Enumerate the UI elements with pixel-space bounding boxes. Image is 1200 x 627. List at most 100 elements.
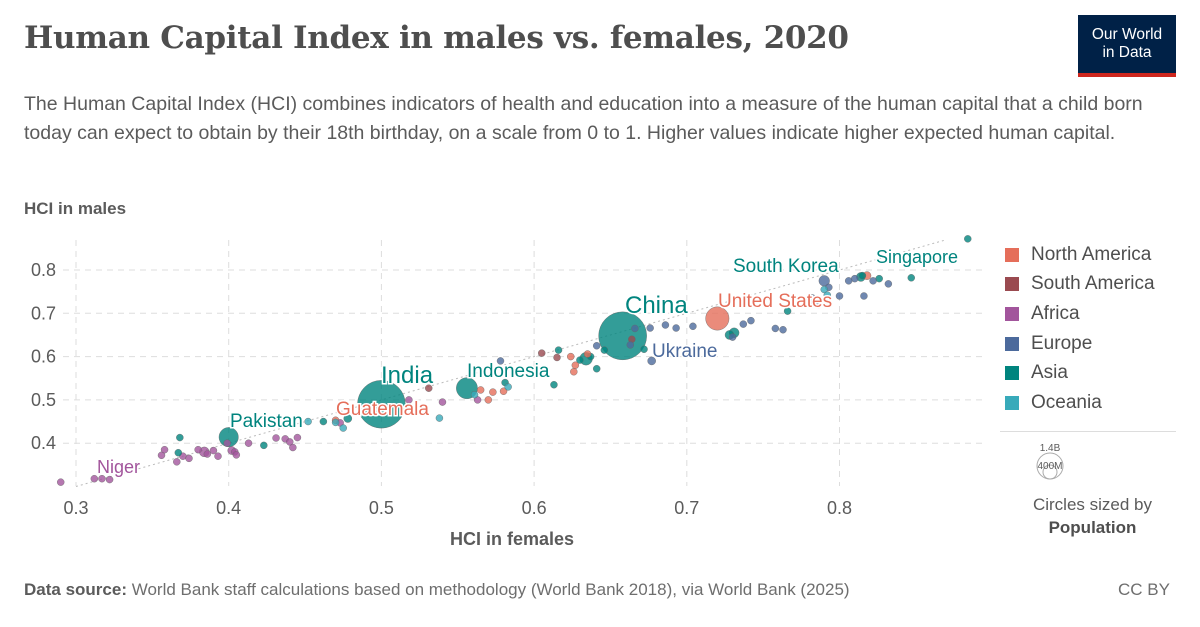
- data-point[interactable]: [185, 454, 193, 463]
- data-point[interactable]: [286, 438, 294, 446]
- y-tick-label: 0.4: [31, 433, 56, 453]
- data-point[interactable]: [626, 341, 635, 349]
- data-point[interactable]: [289, 443, 297, 452]
- data-point-niger[interactable]: [173, 458, 181, 466]
- data-point[interactable]: [496, 357, 505, 365]
- data-point[interactable]: [272, 434, 280, 442]
- data-point[interactable]: [203, 450, 212, 458]
- data-point-india[interactable]: [357, 380, 406, 429]
- data-point[interactable]: [223, 439, 231, 447]
- legend-label: Oceania: [1031, 391, 1102, 413]
- data-point[interactable]: [176, 433, 184, 442]
- data-point[interactable]: [884, 280, 893, 288]
- data-point[interactable]: [232, 451, 241, 459]
- data-point-united-states[interactable]: [705, 306, 730, 331]
- data-point[interactable]: [779, 326, 787, 334]
- data-point[interactable]: [783, 307, 792, 315]
- data-point[interactable]: [593, 365, 601, 373]
- data-point-singapore[interactable]: [964, 235, 972, 243]
- data-point[interactable]: [98, 475, 106, 483]
- data-point[interactable]: [553, 353, 561, 362]
- region-legend: North America South America Africa Europ…: [1005, 240, 1155, 418]
- data-point[interactable]: [806, 294, 818, 305]
- data-point[interactable]: [293, 433, 302, 442]
- data-point[interactable]: [814, 300, 822, 309]
- data-point[interactable]: [304, 417, 312, 426]
- data-point[interactable]: [209, 446, 218, 455]
- data-point[interactable]: [820, 285, 828, 294]
- data-point-ukraine[interactable]: [647, 356, 656, 366]
- size-legend-big-label: 1.4B: [1040, 443, 1061, 454]
- owid-logo[interactable]: Our World in Data: [1078, 15, 1176, 77]
- data-point[interactable]: [499, 387, 508, 395]
- data-point[interactable]: [214, 452, 222, 460]
- data-point[interactable]: [484, 396, 492, 404]
- legend-swatch: [1005, 366, 1019, 381]
- data-point[interactable]: [567, 352, 575, 361]
- legend-item-asia[interactable]: Asia: [1005, 358, 1155, 388]
- legend-item-south-america[interactable]: South America: [1005, 270, 1155, 300]
- data-point[interactable]: [646, 324, 654, 332]
- data-point[interactable]: [907, 274, 915, 282]
- data-point[interactable]: [105, 475, 114, 484]
- data-point[interactable]: [593, 342, 601, 350]
- footer-source: Data source: World Bank staff calculatio…: [24, 580, 850, 600]
- data-point[interactable]: [747, 316, 755, 325]
- data-point[interactable]: [570, 368, 578, 376]
- country-label: South Korea: [733, 256, 839, 277]
- data-point[interactable]: [844, 277, 853, 285]
- data-point[interactable]: [672, 324, 680, 332]
- data-point[interactable]: [823, 291, 831, 299]
- license-link[interactable]: CC BY: [1118, 580, 1170, 599]
- data-point[interactable]: [194, 445, 202, 454]
- legend-item-oceania[interactable]: Oceania: [1005, 388, 1155, 418]
- chart-title: Human Capital Index in males vs. females…: [24, 20, 849, 56]
- data-point[interactable]: [576, 356, 584, 364]
- data-point[interactable]: [689, 322, 697, 330]
- legend-item-africa[interactable]: Africa: [1005, 299, 1155, 329]
- data-point[interactable]: [728, 333, 737, 341]
- data-point-china[interactable]: [598, 311, 647, 361]
- data-point[interactable]: [438, 398, 447, 406]
- size-legend-note: Circles sized by Population: [1010, 493, 1175, 539]
- data-point[interactable]: [538, 349, 546, 357]
- y-tick-label: 0.6: [31, 347, 56, 367]
- data-point[interactable]: [339, 424, 347, 432]
- legend-item-europe[interactable]: Europe: [1005, 329, 1155, 359]
- data-point[interactable]: [90, 475, 99, 483]
- data-point[interactable]: [860, 292, 868, 300]
- data-point[interactable]: [260, 441, 268, 450]
- data-point[interactable]: [600, 346, 609, 354]
- data-point[interactable]: [489, 388, 497, 396]
- data-point[interactable]: [57, 478, 65, 486]
- data-point[interactable]: [504, 383, 512, 391]
- source-text: World Bank staff calculations based on m…: [131, 580, 850, 599]
- data-point[interactable]: [160, 445, 169, 454]
- data-point[interactable]: [869, 277, 877, 285]
- data-point[interactable]: [771, 324, 780, 333]
- data-point[interactable]: [835, 292, 844, 300]
- data-point[interactable]: [661, 321, 670, 329]
- data-point[interactable]: [631, 324, 639, 333]
- data-point[interactable]: [405, 396, 413, 404]
- data-point[interactable]: [476, 386, 485, 394]
- data-point[interactable]: [425, 384, 433, 392]
- data-point[interactable]: [157, 451, 166, 460]
- data-point[interactable]: [319, 417, 328, 426]
- data-point[interactable]: [640, 345, 648, 353]
- data-point[interactable]: [244, 439, 253, 447]
- data-point[interactable]: [470, 391, 479, 399]
- size-variable: Population: [1048, 518, 1137, 537]
- chart-subtitle: The Human Capital Index (HCI) combines i…: [24, 93, 1143, 144]
- data-point[interactable]: [739, 320, 747, 328]
- data-point[interactable]: [343, 414, 353, 423]
- data-point[interactable]: [174, 449, 183, 457]
- data-point[interactable]: [435, 414, 444, 422]
- data-point[interactable]: [550, 381, 558, 389]
- data-point[interactable]: [583, 350, 592, 358]
- legend-item-north-america[interactable]: North America: [1005, 240, 1155, 270]
- data-point[interactable]: [331, 418, 340, 427]
- data-point[interactable]: [554, 346, 563, 354]
- data-point[interactable]: [571, 361, 580, 369]
- data-point[interactable]: [858, 271, 867, 280]
